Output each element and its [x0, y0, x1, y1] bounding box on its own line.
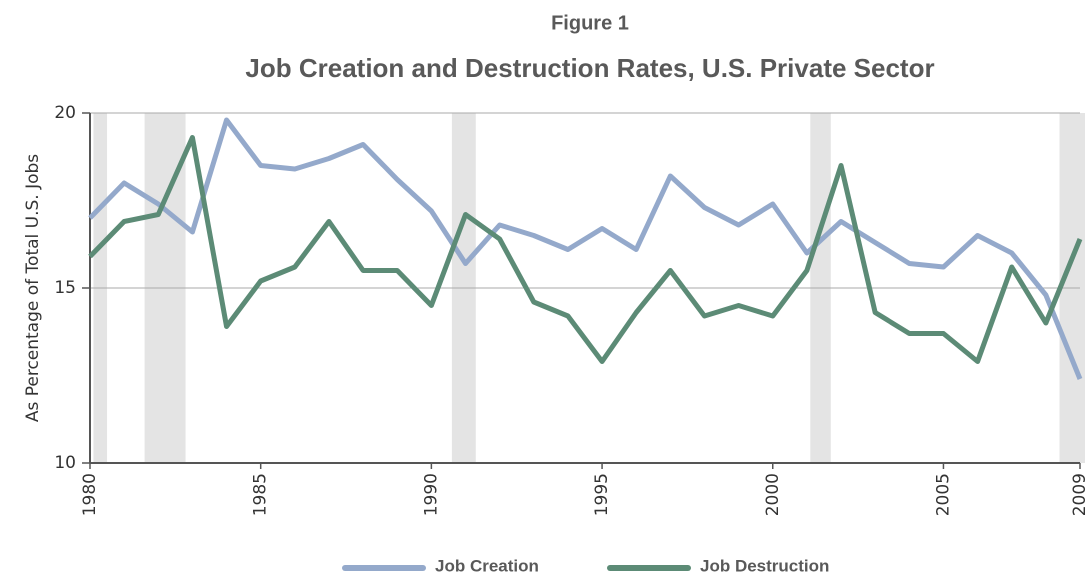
- data-line: [88, 117, 1083, 380]
- x-tick-label: 2009: [1070, 473, 1085, 516]
- y-tick-label: 20: [54, 103, 76, 123]
- legend-label: Job Creation: [435, 556, 539, 575]
- data-line: [88, 135, 1083, 364]
- figure-label: Figure 1: [551, 12, 629, 34]
- x-tick-label: 2005: [933, 473, 953, 516]
- legend-label: Job Destruction: [700, 556, 829, 575]
- y-tick-label: 15: [54, 278, 76, 298]
- x-tick-label: 2000: [763, 473, 783, 516]
- chart-title: Job Creation and Destruction Rates, U.S.…: [245, 53, 934, 83]
- x-tick-label: 1995: [592, 473, 612, 516]
- x-tick-label: 1985: [251, 473, 271, 516]
- x-tick-label: 1980: [80, 473, 100, 516]
- y-axis-label: As Percentage of Total U.S. Jobs: [23, 154, 43, 422]
- y-tick-label: 10: [54, 453, 76, 473]
- x-tick-label: 1990: [421, 473, 441, 516]
